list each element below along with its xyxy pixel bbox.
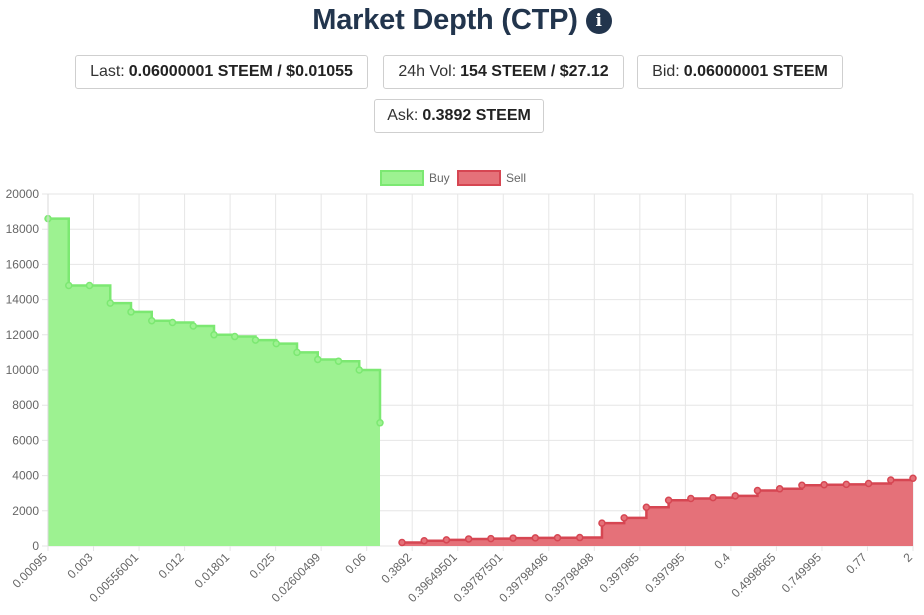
y-tick-label: 16000 xyxy=(6,257,40,271)
stat-last-value: 0.06000001 STEEM / $0.01055 xyxy=(128,63,353,80)
buy-series-point xyxy=(210,331,218,339)
sell-series-point xyxy=(731,492,740,500)
sell-series-point xyxy=(887,476,895,484)
legend-sell-label: Sell xyxy=(506,171,526,185)
market-depth-chart: 0 2000 4000 6000 8000 10000 12000 14000 16000 180… xyxy=(6,170,917,605)
stat-ask-value: 0.3892 STEEM xyxy=(422,107,531,124)
buy-series-point xyxy=(293,348,301,357)
sell-series-point xyxy=(820,481,828,489)
y-tick-label: 8000 xyxy=(12,398,39,412)
stat-last-label: Last: xyxy=(90,63,125,80)
sell-series-point xyxy=(709,493,717,502)
buy-series-point xyxy=(189,322,197,330)
buy-series-point xyxy=(334,357,343,365)
buy-series-point xyxy=(127,308,135,316)
x-tick-label: 0.003 xyxy=(65,550,96,581)
sell-series-point xyxy=(864,479,873,488)
buy-series-point xyxy=(272,339,280,348)
y-tick-label: 0 xyxy=(32,539,39,553)
stat-last: Last: 0.06000001 STEEM / $0.01055 xyxy=(75,55,368,89)
x-tick-label: 0.012 xyxy=(156,550,187,581)
sell-series-point xyxy=(842,480,851,489)
y-tick-label: 2000 xyxy=(12,504,39,518)
page-header: Market Depth (CTP) i xyxy=(0,0,924,40)
buy-series-point xyxy=(251,336,260,344)
sell-series-area xyxy=(402,478,913,546)
x-tick-label: 0.4 xyxy=(711,550,733,572)
x-tick-label: 0.749995 xyxy=(779,550,825,596)
sell-series-point xyxy=(687,494,695,503)
y-tick-label: 6000 xyxy=(12,433,39,447)
x-tick-label: 0.3892 xyxy=(378,550,414,586)
x-tick-label: 0.025 xyxy=(247,550,278,581)
x-tick-label: 0.4998665 xyxy=(729,550,779,600)
stat-volume-value: 154 STEEM / $27.12 xyxy=(460,63,609,80)
sell-series-point xyxy=(775,485,784,493)
sell-series-point xyxy=(642,503,651,512)
buy-series-point xyxy=(231,332,239,341)
y-tick-label: 10000 xyxy=(6,363,40,377)
stat-bid-value: 0.06000001 STEEM xyxy=(683,63,828,80)
sell-series-point xyxy=(798,481,806,490)
sell-series-point xyxy=(753,486,762,495)
buy-series-point xyxy=(355,366,363,374)
buy-series-point xyxy=(376,419,384,427)
buy-series-point xyxy=(65,281,73,290)
sell-series-point xyxy=(553,533,562,542)
sell-series-point xyxy=(487,534,495,543)
stat-bid-label: Bid: xyxy=(652,63,680,80)
sell-series-point xyxy=(442,536,451,544)
y-tick-label: 18000 xyxy=(6,222,40,236)
sell-series-point xyxy=(398,538,406,547)
page-title: Market Depth (CTP) xyxy=(312,3,578,36)
sell-series-point xyxy=(420,536,428,545)
x-tick-label: 0.00556001 xyxy=(86,550,141,605)
stat-ask: Ask: 0.3892 STEEM xyxy=(374,99,544,133)
stat-24h-volume: 24h Vol: 154 STEEM / $27.12 xyxy=(383,55,624,89)
y-tick-label: 12000 xyxy=(6,328,40,342)
info-circle-icon[interactable]: i xyxy=(585,7,612,34)
stat-bid: Bid: 0.06000001 STEEM xyxy=(637,55,843,89)
stat-ask-label: Ask: xyxy=(387,107,419,124)
buy-series-point xyxy=(106,299,114,307)
legend-buy-label: Buy xyxy=(429,171,450,185)
buy-series-point xyxy=(148,316,156,325)
x-tick-label: 0.06 xyxy=(342,550,369,577)
stat-volume-label: 24h Vol: xyxy=(398,63,457,80)
x-tick-label: 2 xyxy=(900,550,915,565)
x-tick-label: 0.02600499 xyxy=(269,550,324,605)
buy-series-point xyxy=(168,318,177,327)
y-tick-label: 14000 xyxy=(6,293,40,307)
legend-buy-swatch xyxy=(380,170,424,186)
buy-series-point xyxy=(85,281,94,290)
x-tick-label: 0.00095 xyxy=(10,550,51,591)
y-tick-label: 4000 xyxy=(12,469,39,483)
x-tick-label: 0.397985 xyxy=(597,550,643,596)
buy-series-area xyxy=(48,218,380,546)
sell-series-point xyxy=(598,519,606,527)
x-tick-label: 0.77 xyxy=(843,550,870,577)
sell-series-point xyxy=(909,474,917,482)
y-tick-label: 20000 xyxy=(6,187,40,201)
sell-series-point xyxy=(464,535,473,543)
buy-series-point xyxy=(314,355,322,364)
sell-series-point xyxy=(509,534,517,542)
legend-sell-swatch xyxy=(457,170,501,186)
sell-series-point xyxy=(664,496,673,504)
x-tick-label: 0.01801 xyxy=(192,550,233,591)
sell-series-point xyxy=(575,533,584,542)
sell-series-point xyxy=(531,534,540,542)
x-tick-label: 0.397995 xyxy=(642,550,688,596)
x-tick-label: 0.39798498 xyxy=(542,550,597,605)
sell-series-point xyxy=(620,514,628,522)
